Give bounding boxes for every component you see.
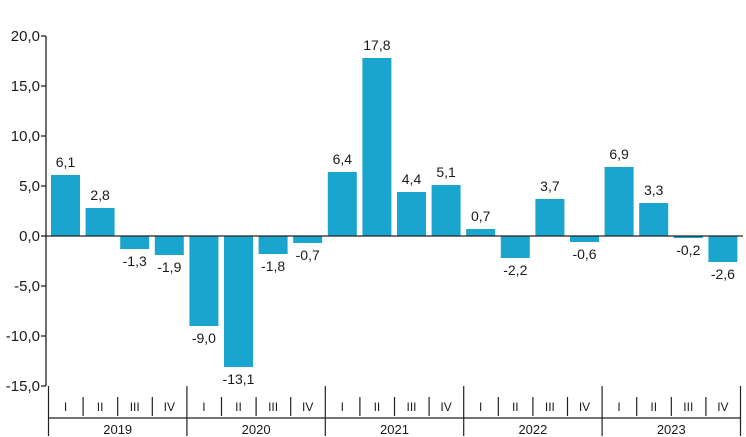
data-label: -1,9 <box>157 259 181 275</box>
bar-2019-ii <box>86 208 115 236</box>
y-tick-label: 10,0 <box>11 128 40 145</box>
quarter-label: III <box>683 400 693 414</box>
bar-2021-iv <box>432 185 461 236</box>
quarter-label: III <box>268 400 278 414</box>
y-tick-label: 5,0 <box>19 178 40 195</box>
bar-2019-iii <box>120 236 149 249</box>
year-label-2022: 2022 <box>518 422 547 437</box>
bar-2023-i <box>605 167 634 236</box>
data-label: 0,7 <box>471 208 491 224</box>
quarter-label: IV <box>440 400 451 414</box>
quarter-label: I <box>617 400 620 414</box>
bar-2020-iii <box>259 236 288 254</box>
data-label: 17,8 <box>363 37 390 53</box>
data-label: 3,7 <box>540 178 560 194</box>
y-tick-label: -5,0 <box>14 278 40 295</box>
bar-2021-i <box>328 172 357 236</box>
bar-2019-iv <box>155 236 184 255</box>
data-label: -9,0 <box>192 330 216 346</box>
data-label: 6,9 <box>609 146 629 162</box>
data-label: -1,8 <box>261 258 285 274</box>
y-tick-label: -15,0 <box>6 378 40 395</box>
quarter-label: IV <box>302 400 313 414</box>
year-label-2023: 2023 <box>657 422 686 437</box>
bar-2022-iv <box>570 236 599 242</box>
quarter-label: I <box>341 400 344 414</box>
bar-2022-iii <box>535 199 564 236</box>
y-tick-label: -10,0 <box>6 328 40 345</box>
quarter-label: IV <box>717 400 728 414</box>
data-label: 3,3 <box>644 182 664 198</box>
year-label-2020: 2020 <box>242 422 271 437</box>
quarter-label: II <box>512 400 519 414</box>
data-label: -2,6 <box>711 266 735 282</box>
data-label: 5,1 <box>436 164 456 180</box>
quarter-label: III <box>545 400 555 414</box>
data-label: 6,1 <box>56 154 76 170</box>
quarter-label: II <box>374 400 381 414</box>
quarter-label: III <box>406 400 416 414</box>
bar-2023-ii <box>639 203 668 236</box>
data-label: -2,2 <box>503 262 527 278</box>
bar-2019-i <box>51 175 80 236</box>
quarter-label: I <box>202 400 205 414</box>
y-tick-label: 15,0 <box>11 78 40 95</box>
year-label-2019: 2019 <box>103 422 132 437</box>
data-label: -0,7 <box>296 247 320 263</box>
quarter-label: III <box>130 400 140 414</box>
data-label: -0,6 <box>572 246 596 262</box>
quarter-label: II <box>97 400 104 414</box>
year-label-2021: 2021 <box>380 422 409 437</box>
quarter-label: IV <box>164 400 175 414</box>
bar-2023-iv <box>708 236 737 262</box>
data-label: 2,8 <box>90 187 110 203</box>
data-label: -13,1 <box>223 371 255 387</box>
bar-2020-ii <box>224 236 253 367</box>
quarter-label: II <box>235 400 242 414</box>
bar-2020-iv <box>293 236 322 243</box>
quarter-label: IV <box>579 400 590 414</box>
bar-2022-ii <box>501 236 530 258</box>
y-tick-label: 0,0 <box>19 228 40 245</box>
bar-2020-i <box>189 236 218 326</box>
data-label: 6,4 <box>333 151 353 167</box>
quarter-label: I <box>64 400 67 414</box>
quarter-label: II <box>650 400 657 414</box>
y-tick-label: 20,0 <box>11 28 40 45</box>
quarter-label: I <box>479 400 482 414</box>
data-label: -1,3 <box>123 253 147 269</box>
data-label: 4,4 <box>402 171 422 187</box>
bar-2021-iii <box>397 192 426 236</box>
data-label: -0,2 <box>676 242 700 258</box>
bar-2021-ii <box>362 58 391 236</box>
bar-2022-i <box>466 229 495 236</box>
